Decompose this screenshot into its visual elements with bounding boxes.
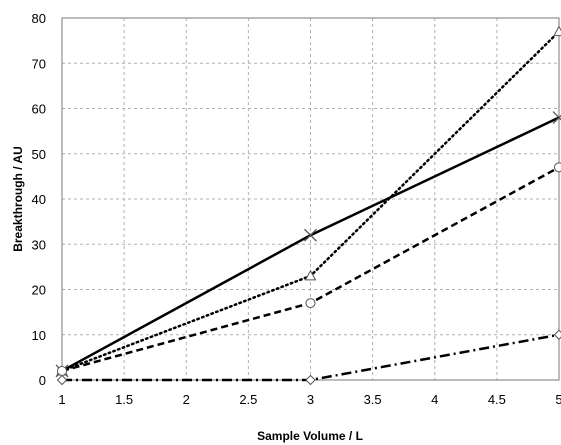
x-tick-label: 1.5 bbox=[115, 392, 133, 407]
y-axis-label: Breakthrough / AU bbox=[11, 146, 25, 252]
y-tick-label: 60 bbox=[32, 102, 46, 117]
y-tick-label: 20 bbox=[32, 283, 46, 298]
x-tick-labels: 1 1.5 2 2.5 3 3.5 4 4.5 5 bbox=[58, 392, 561, 407]
y-tick-label: 0 bbox=[39, 373, 46, 388]
marker-layer bbox=[55, 25, 561, 386]
x-tick-label: 2.5 bbox=[239, 392, 257, 407]
data-point-triangle bbox=[553, 25, 561, 37]
data-point-circle bbox=[305, 298, 316, 309]
y-tick-label: 70 bbox=[32, 56, 46, 71]
data-point-circle bbox=[554, 162, 561, 173]
y-tick-label: 10 bbox=[32, 328, 46, 343]
x-tick-label: 3 bbox=[307, 392, 314, 407]
y-tick-label: 30 bbox=[32, 237, 46, 252]
series-line-circle bbox=[61, 166, 560, 373]
grid bbox=[61, 17, 560, 381]
data-point-diamond bbox=[553, 329, 561, 340]
x-tick-label: 4 bbox=[431, 392, 438, 407]
y-tick-labels: 0 10 20 30 40 50 60 70 80 bbox=[32, 11, 46, 388]
data-point-diamond bbox=[305, 374, 316, 386]
data-point-circle bbox=[57, 365, 67, 376]
data-point-x bbox=[552, 111, 561, 125]
y-tick-label: 80 bbox=[32, 11, 46, 26]
x-tick-label: 3.5 bbox=[364, 392, 382, 407]
x-tick-label: 4.5 bbox=[488, 392, 506, 407]
data-point-triangle bbox=[304, 269, 317, 281]
y-tick-label: 50 bbox=[32, 147, 46, 162]
data-point-diamond bbox=[56, 374, 68, 386]
x-tick-label: 2 bbox=[183, 392, 190, 407]
x-axis-label: Sample Volume / L bbox=[257, 429, 363, 443]
x-tick-label: 5 bbox=[555, 392, 561, 407]
data-point-x bbox=[304, 228, 317, 242]
x-tick-label: 1 bbox=[58, 392, 65, 407]
y-tick-label: 40 bbox=[32, 192, 46, 207]
